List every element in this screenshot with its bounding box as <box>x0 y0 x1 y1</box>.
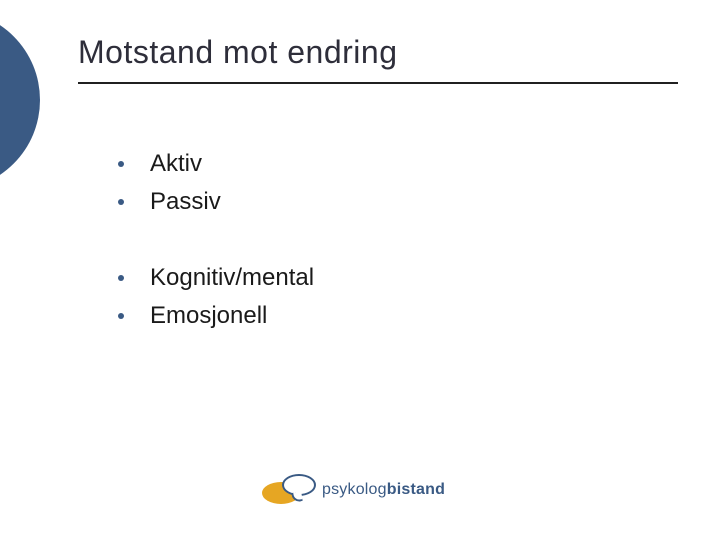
accent-circle <box>0 10 40 190</box>
bullet-dot-icon <box>118 275 124 281</box>
bullet-item: Emosjonell <box>118 302 314 330</box>
logo-text-bold: bistand <box>387 481 445 498</box>
bullet-text: Kognitiv/mental <box>150 264 314 292</box>
logo: psykologbistand <box>262 474 445 506</box>
bullet-item: Passiv <box>118 188 221 216</box>
bullet-item: Aktiv <box>118 150 221 178</box>
title-rule <box>78 82 678 84</box>
logo-mark-icon <box>262 474 316 506</box>
bullet-text: Aktiv <box>150 150 202 178</box>
bullet-item: Kognitiv/mental <box>118 264 314 292</box>
bullet-dot-icon <box>118 199 124 205</box>
slide-title: Motstand mot endring <box>78 34 398 71</box>
bullet-dot-icon <box>118 161 124 167</box>
bullet-dot-icon <box>118 313 124 319</box>
logo-text: psykologbistand <box>322 481 445 499</box>
logo-text-normal: psykolog <box>322 481 387 498</box>
bullet-group-2: Kognitiv/mental Emosjonell <box>118 264 314 340</box>
bullet-text: Passiv <box>150 188 221 216</box>
bullet-group-1: Aktiv Passiv <box>118 150 221 226</box>
bullet-text: Emosjonell <box>150 302 267 330</box>
